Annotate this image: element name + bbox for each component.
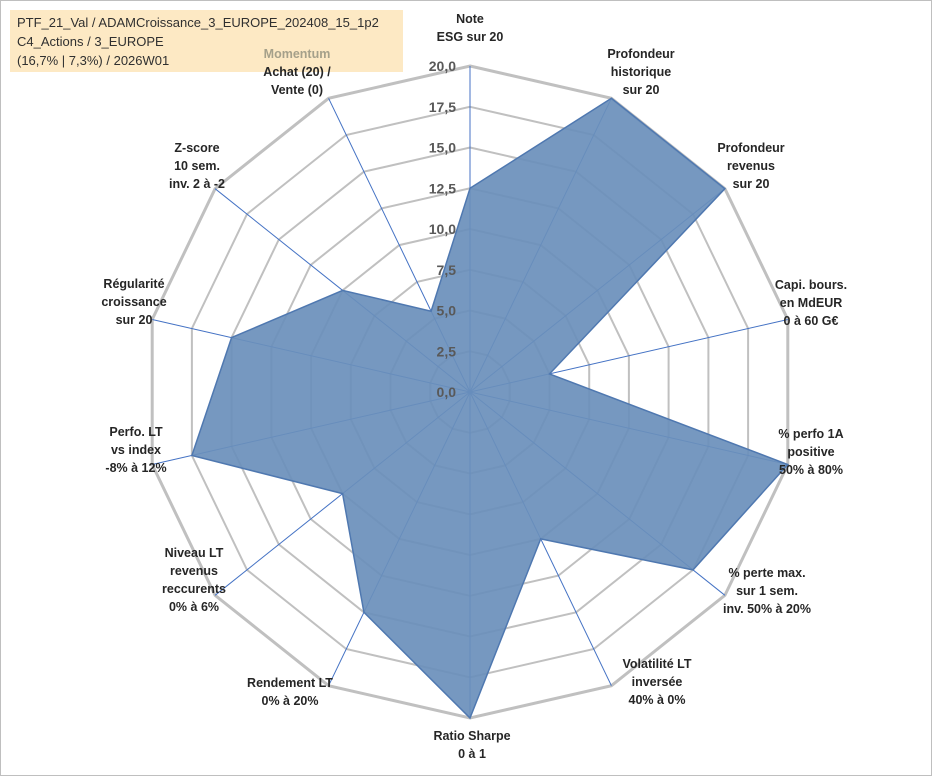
axis-label-line: % perfo 1A [778,427,843,441]
axis-label-group: Profondeur historique sur 20 [607,47,674,97]
axis-label-group: Z-score 10 sem. inv. 2 à -2 [169,141,225,191]
axis-label-line: 0% à 20% [262,694,319,708]
axis-label-line: Perfo. LT [109,425,163,439]
axis-label-line: inversée [632,675,683,689]
axis-label-line: sur 20 [623,83,660,97]
axis-label-line: en MdEUR [780,296,843,310]
radar-series [190,97,790,720]
axis-label-line: vs index [111,443,161,457]
axis-label-group: % perte max. sur 1 sem. inv. 50% à 20% [723,566,811,616]
axis-label-line: reccurents [162,582,226,596]
info-line-3: (16,7% | 7,3%) / 2026W01 [17,53,170,68]
axis-label-line: % perte max. [728,566,805,580]
axis-label-line: sur 20 [116,313,153,327]
axis-label-line: Rendement LT [247,676,333,690]
tick-label: 20,0 [429,58,456,74]
axis-label-line: Capi. bours. [775,278,847,292]
axis-label-group: Note ESG sur 20 [437,12,504,44]
axis-label-line: inv. 50% à 20% [723,602,811,616]
axis-label-group: Perfo. LT vs index -8% à 12% [105,425,166,475]
axis-label-line: ESG sur 20 [437,30,504,44]
axis-label-line: -8% à 12% [105,461,166,475]
axis-label-line: croissance [101,295,166,309]
axis-label-group: Capi. bours. en MdEUR 0 à 60 G€ [775,278,847,328]
axis-label-line: 40% à 0% [629,693,686,707]
tick-label: 12,5 [429,180,456,196]
tick-label: 10,0 [429,221,456,237]
axis-label-group: Régularité croissance sur 20 [101,277,166,327]
axis-label-line: Profondeur [717,141,784,155]
axis-label-line: historique [611,65,671,79]
info-line-2: C4_Actions / 3_EUROPE [17,34,164,49]
axis-label-group: Rendement LT 0% à 20% [247,676,333,708]
tick-label: 15,0 [429,140,456,156]
axis-label-group: Momentum Achat (20) / Vente (0) [263,47,331,97]
axis-label-group: % perfo 1A positive 50% à 80% [778,427,843,477]
axis-label-line: sur 1 sem. [736,584,798,598]
axis-label-line: 10 sem. [174,159,220,173]
axis-label-line: Régularité [103,277,164,291]
tick-label: 5,0 [437,303,457,319]
axis-label-line: Niveau LT [165,546,224,560]
axis-label-line: Momentum [264,47,331,61]
axis-label-line: revenus [727,159,775,173]
tick-label: 2,5 [437,343,457,359]
axis-label-line: positive [787,445,834,459]
axis-label-line: Achat (20) / [263,65,331,79]
axis-label-group: Profondeur revenus sur 20 [717,141,784,191]
tick-label: 17,5 [429,99,456,115]
axis-label-group: Volatilité LT inversée 40% à 0% [623,657,692,707]
radial-tick-labels: 0,0 2,5 5,0 7,5 10,0 12,5 15,0 17,5 20,0 [429,58,456,400]
axis-label-group: Ratio Sharpe 0 à 1 [433,729,510,761]
axis-label-line: 0% à 6% [169,600,219,614]
axis-label-line: Z-score [174,141,219,155]
axis-label-line: 0 à 1 [458,747,486,761]
axis-label-line: Profondeur [607,47,674,61]
axis-label-line: Note [456,12,484,26]
axis-labels: Note ESG sur 20 Profondeur historique sur 20… [101,12,847,761]
portfolio-info-box: PTF_21_Val / ADAMCroissance_3_EUROPE_202… [10,10,403,72]
axis-label-line: 0 à 60 G€ [784,314,839,328]
tick-label: 0,0 [437,384,457,400]
axis-label-line: revenus [170,564,218,578]
axis-label-group: Niveau LT revenus reccurents 0% à 6% [162,546,226,614]
axis-label-line: sur 20 [733,177,770,191]
axis-label-line: inv. 2 à -2 [169,177,225,191]
info-line-1: PTF_21_Val / ADAMCroissance_3_EUROPE_202… [17,15,379,30]
axis-label-line: 50% à 80% [779,463,843,477]
tick-label: 7,5 [437,262,457,278]
axis-label-line: Ratio Sharpe [433,729,510,743]
axis-label-line: Volatilité LT [623,657,692,671]
series-area [190,97,790,720]
axis-label-line: Vente (0) [271,83,323,97]
